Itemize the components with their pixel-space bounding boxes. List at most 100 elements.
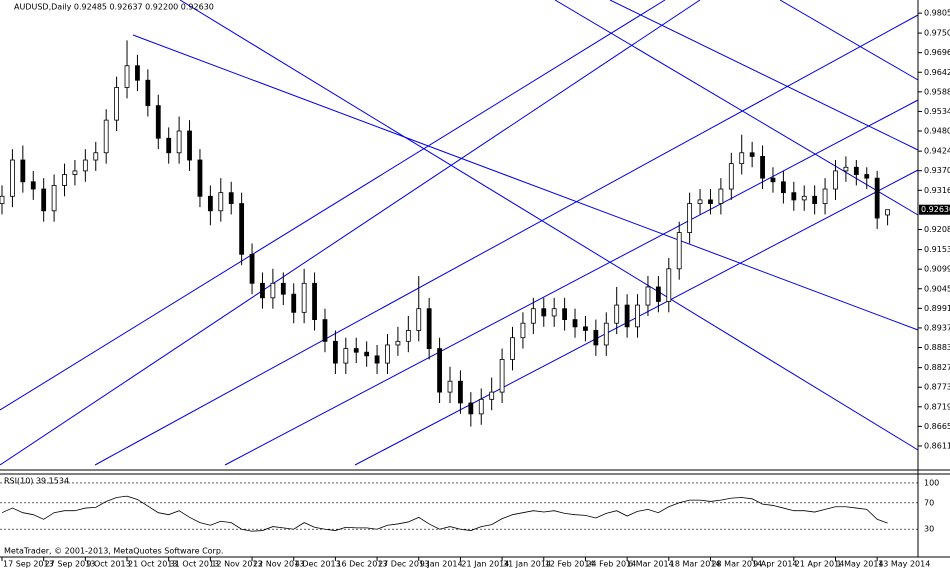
candle-body: [530, 308, 536, 324]
candle-body: [426, 308, 432, 349]
chart-title: AUDUSD,Daily 0.92485 0.92637 0.92200 0.9…: [14, 3, 214, 12]
candle-body: [176, 130, 182, 154]
candle-body: [708, 199, 713, 204]
candle-body: [489, 391, 495, 400]
candle-body: [822, 188, 828, 204]
x-tick-label: 9 Apr 2014: [753, 560, 797, 569]
trend-line: [132, 34, 919, 331]
x-tick-label: 28 Mar 2014: [711, 560, 762, 569]
candle-body: [812, 195, 818, 204]
candle-body: [833, 170, 838, 190]
candle-body: [135, 65, 140, 81]
y-tick-label: 0.86655: [924, 422, 950, 431]
y-tick-label: 0.94245: [924, 147, 950, 156]
x-tick-label: 31 Jan 2014: [503, 560, 551, 569]
candle-body: [103, 119, 109, 154]
candle-body: [280, 282, 286, 295]
rsi-title: RSI(10) 39.1534: [4, 477, 69, 486]
candle-body: [499, 359, 505, 393]
candle-body: [291, 293, 297, 313]
trend-line: [179, 0, 919, 451]
candle-body: [583, 326, 588, 331]
y-tick-label: 0.92085: [924, 225, 950, 234]
trend-line: [224, 99, 919, 466]
x-tick-label: 27 Dec 2013: [378, 560, 429, 569]
x-tick-label: 27 Sep 2013: [45, 560, 96, 569]
candle-body: [614, 304, 620, 324]
candle-body: [551, 308, 557, 317]
trend-line: [779, 0, 919, 81]
trend-line: [0, 0, 701, 466]
candle-body: [718, 188, 724, 204]
candle-body: [385, 344, 390, 364]
candle-body: [197, 159, 203, 197]
candle-body: [541, 308, 547, 317]
candle-body: [62, 174, 67, 186]
x-tick-label: 17 Sep 2013: [3, 560, 54, 569]
candle-body: [207, 195, 213, 212]
x-tick-label: 24 Feb 2014: [586, 560, 636, 569]
candle-body: [312, 282, 317, 320]
candle-body: [374, 355, 380, 364]
trend-line: [0, 0, 666, 411]
candle-body: [93, 152, 99, 161]
candle-body: [885, 209, 890, 216]
candle-body: [20, 159, 26, 183]
y-tick-label: 0.87195: [924, 402, 950, 411]
candle-body: [593, 330, 599, 346]
candle-body: [124, 65, 130, 88]
candle-body: [655, 286, 661, 302]
x-tick-label: 13 May 2014: [878, 560, 930, 569]
candle-body: [749, 152, 755, 157]
candle-body: [30, 181, 36, 190]
footer: MetaTrader, © 2001-2013, MetaQuotes Soft…: [4, 547, 223, 556]
candle-body: [520, 322, 526, 339]
candle-body: [447, 380, 453, 393]
candle-body: [260, 282, 265, 299]
candle-body: [624, 304, 630, 328]
candle-body: [270, 282, 276, 299]
candle-body: [10, 159, 15, 197]
x-tick-label: 22 Nov 2013: [253, 560, 304, 569]
y-tick-label: 0.88275: [924, 363, 950, 372]
candle-body: [468, 402, 474, 415]
candle-body: [728, 163, 734, 190]
candle-body: [301, 282, 307, 313]
x-tick-label: 4 Dec 2013: [295, 560, 341, 569]
candle-body: [635, 304, 640, 328]
candle-body: [41, 188, 47, 212]
candle-body: [82, 159, 88, 172]
candle-body: [770, 177, 776, 183]
candle-body: [228, 192, 234, 204]
trend-line: [554, 0, 919, 216]
candle-body: [760, 155, 765, 179]
candle-body: [437, 348, 442, 393]
candle-body: [666, 268, 672, 302]
rsi-line: [1, 495, 888, 532]
y-tick-label: 70: [924, 498, 934, 507]
trend-line: [609, 0, 919, 151]
candle-body: [72, 170, 78, 175]
y-tick-label: 0.93705: [924, 166, 950, 175]
candle-body: [645, 286, 651, 306]
candle-body: [405, 330, 411, 342]
candle-body: [187, 130, 192, 161]
x-tick-label: 9 Jan 2014: [420, 560, 463, 569]
candle-body: [687, 203, 693, 233]
y-tick-label: 0.87735: [924, 383, 950, 392]
candle-body: [416, 308, 422, 331]
candle-body: [572, 319, 578, 328]
x-tick-label: 21 Oct 2013: [128, 560, 177, 569]
candle-body: [51, 185, 57, 212]
